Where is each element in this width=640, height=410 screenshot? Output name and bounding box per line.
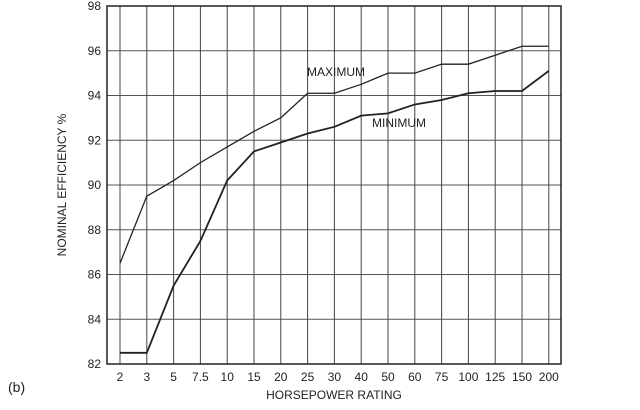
x-tick-label: 3 [143,370,150,384]
x-tick-label: 2 [117,370,124,384]
y-tick-label: 94 [88,89,102,103]
y-axis-label: NOMINAL EFFICIENCY % [55,113,69,256]
y-tick-label: 82 [88,357,102,371]
series-line-maximum [119,45,549,264]
x-tick-label: 7.5 [192,370,209,384]
y-tick-label: 92 [88,133,102,147]
x-tick-label: 15 [247,370,261,384]
x-tick-label: 60 [408,370,422,384]
y-tick-label: 84 [88,312,102,326]
x-tick-label: 20 [274,370,288,384]
x-tick-label: 40 [355,370,369,384]
x-tick-label: 125 [485,370,505,384]
grid [107,5,561,365]
y-tick-label: 98 [88,0,102,13]
x-tick-label: 75 [435,370,449,384]
series-lines [119,45,550,354]
x-tick-label: 200 [539,370,559,384]
x-tick-label: 50 [381,370,395,384]
annotation-minimum: MINIMUM [372,116,426,130]
x-tick-label: 100 [458,370,478,384]
y-tick-label: 86 [88,268,102,282]
annotation-maximum: MAXIMUM [307,65,365,79]
x-tick-label: 25 [301,370,315,384]
x-tick-label: 30 [328,370,342,384]
y-tick-label: 96 [88,44,102,58]
x-tick-label: 150 [512,370,532,384]
x-axis-label: HORSEPOWER RATING [266,388,402,402]
panel-label: (b) [8,379,25,395]
x-tick-label: 10 [221,370,235,384]
plot-frame [106,5,562,365]
series-line-minimum [120,70,550,354]
y-tick-labels: 82 84 86 88 90 92 94 96 98 [88,0,102,371]
y-tick-label: 88 [88,223,102,237]
y-tick-label: 90 [88,178,102,192]
x-tick-label: 5 [170,370,177,384]
x-tick-labels: 2 3 5 7.5 10 15 20 25 30 40 50 60 75 100 125 150 200 [117,370,559,384]
